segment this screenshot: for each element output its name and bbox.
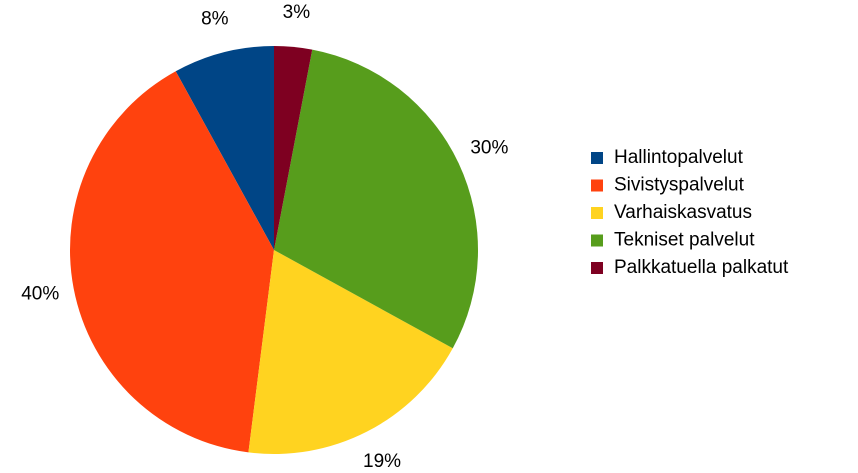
data-label: 30%	[470, 138, 508, 159]
data-label: 3%	[283, 2, 311, 23]
pie-slice	[175, 46, 274, 250]
pie-slice	[274, 49, 479, 349]
pie-slice	[274, 46, 313, 250]
legend-swatch	[591, 179, 603, 192]
data-label: 40%	[21, 284, 59, 305]
legend-label: Sivistyspalvelut	[614, 175, 745, 196]
legend-label: Varhaiskasvatus	[614, 202, 752, 223]
pie-slice	[70, 71, 275, 453]
data-label: 8%	[201, 8, 229, 29]
legend-swatch	[591, 207, 603, 219]
legend-label: Palkkatuella palkatut	[614, 257, 789, 278]
legend-swatch	[591, 262, 603, 274]
legend-swatch	[591, 152, 603, 164]
legend-swatch	[591, 234, 603, 247]
pie-slice	[248, 250, 453, 455]
legend-label: Hallintopalvelut	[614, 147, 744, 168]
data-label: 19%	[363, 451, 401, 472]
legend-label: Tekniset palvelut	[614, 230, 755, 251]
